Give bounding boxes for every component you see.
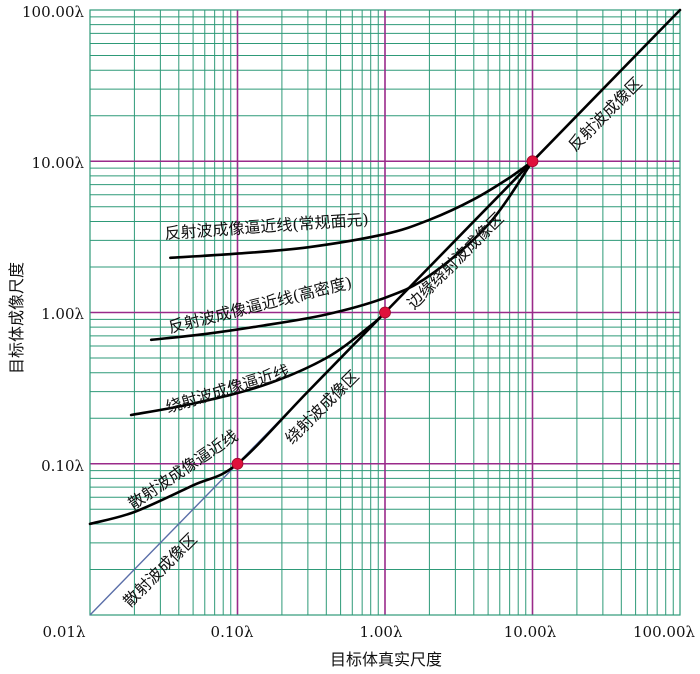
y-tick-label: 1.00λ [41, 305, 84, 323]
region-labels: 散射波成像区 绕射波成像区 边缘绕射波成像区 反射波成像区 [119, 74, 645, 611]
curve-reflection-dense [149, 160, 534, 342]
y-axis-title: 目标体成像尺度 [7, 262, 26, 374]
y-tick-label: 100.00λ [22, 3, 84, 21]
y-tick-label: 0.10λ [41, 457, 84, 475]
x-tick-labels: 0.01λ 0.10λ 1.00λ 10.00λ 100.00λ [43, 623, 696, 641]
x-axis-title: 目标体真实尺度 [330, 650, 442, 669]
markers [231, 155, 539, 470]
curve-reflection-regular [169, 160, 534, 260]
x-tick-label: 100.00λ [633, 623, 695, 641]
y-tick-label: 10.00λ [32, 154, 85, 172]
x-tick-label: 0.01λ [43, 623, 86, 641]
x-tick-label: 10.00λ [504, 623, 557, 641]
plot-frame [89, 9, 681, 616]
major-grid [90, 10, 680, 615]
curve-label-diffraction: 绕射波成像逼近线 [164, 361, 292, 417]
curve-labels: 反射波成像逼近线(常规面元) 反射波成像逼近线(高密度) 绕射波成像逼近线 散射… [125, 210, 370, 514]
marker-point [379, 306, 391, 319]
marker-point [526, 155, 539, 168]
marker-point [231, 457, 244, 470]
x-tick-label: 1.00λ [360, 623, 403, 641]
y-tick-labels: 0.10λ 1.00λ 10.00λ 100.00λ [22, 3, 84, 475]
x-tick-label: 0.10λ [211, 623, 254, 641]
curve-label-scattering: 散射波成像逼近线 [125, 426, 242, 513]
curve-label-reflection-regular: 反射波成像逼近线(常规面元) [164, 210, 369, 243]
